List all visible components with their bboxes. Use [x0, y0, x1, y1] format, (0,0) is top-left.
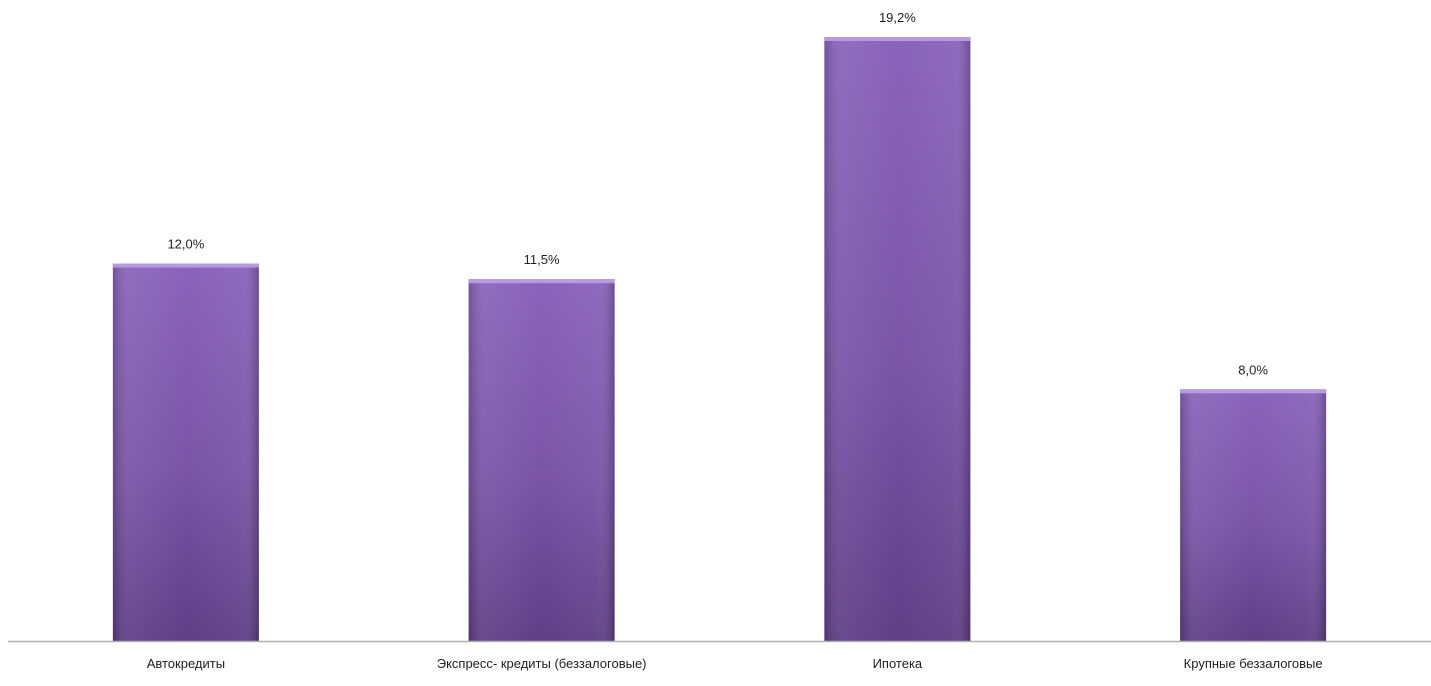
bar-shading: [112, 263, 259, 641]
data-label-4: 8,0%: [1238, 362, 1268, 377]
bar-4: [1180, 389, 1327, 641]
bar-2: [468, 279, 615, 641]
category-label-1: Автокредиты: [147, 656, 225, 671]
bar-cap: [468, 279, 615, 284]
bar-shading: [824, 37, 971, 641]
bar-1: [112, 263, 259, 641]
bars-layer: [112, 37, 1327, 641]
category-label-3: Ипотека: [873, 656, 923, 671]
data-label-2: 11,5%: [524, 252, 560, 267]
bar-cap: [824, 37, 971, 41]
labels-layer: 12,0% Автокредиты 11,5% Экспресс- кредиты (…: [147, 10, 1323, 671]
bar-shading: [1180, 389, 1327, 641]
bar-cap: [1180, 389, 1327, 394]
category-label-4: Крупные беззалоговые: [1184, 656, 1323, 671]
data-label-1: 12,0%: [167, 237, 204, 252]
bar-3: [824, 37, 971, 641]
bar-cap: [112, 263, 259, 268]
bar-shading: [468, 279, 615, 641]
data-label-3: 19,2%: [879, 10, 916, 25]
category-label-2: Экспресс- кредиты (беззалоговые): [437, 656, 647, 671]
